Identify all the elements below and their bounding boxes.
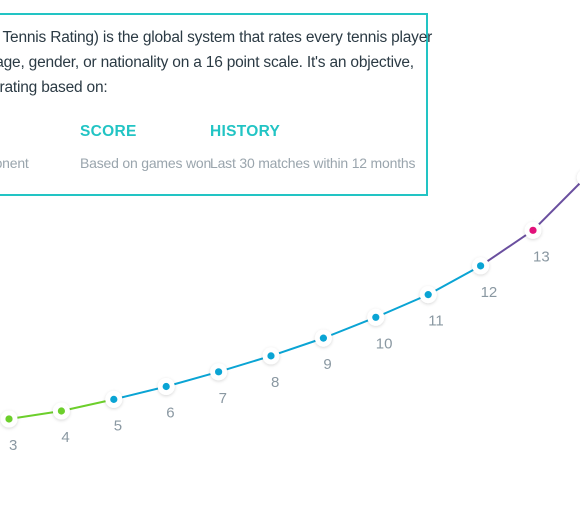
rating-point: [215, 368, 223, 376]
rating-point: [57, 407, 65, 415]
description-line: al Tennis Rating) is the global system t…: [0, 29, 433, 46]
rating-point-label: 10: [376, 335, 393, 352]
rating-point: [372, 313, 380, 321]
curve-segment: [480, 229, 534, 267]
criterion-title-history: HISTORY: [210, 123, 281, 140]
rating-info-box: al Tennis Rating) is the global system t…: [0, 13, 433, 196]
curve-segment: [113, 385, 167, 401]
rating-point-label: 9: [323, 356, 331, 373]
curve-segment: [270, 337, 324, 357]
criterion-title-score: SCORE: [80, 123, 137, 140]
curve-segment: [323, 316, 377, 340]
rating-point-label: 12: [481, 284, 498, 301]
curve-segment: [532, 181, 580, 232]
rating-curve: [8, 181, 580, 420]
rating-point-label: 8: [271, 374, 279, 391]
rating-point: [5, 415, 13, 423]
rating-point: [267, 352, 275, 360]
rating-point-label: 6: [166, 405, 174, 422]
criterion-desc-opponent: ponent: [0, 155, 29, 171]
curve-segment: [61, 398, 115, 412]
rating-point-halo: [576, 171, 580, 185]
description-line: f age, gender, or nationality on a 16 po…: [0, 54, 414, 71]
curve-segment: [8, 410, 62, 420]
rating-point: [319, 334, 327, 342]
rating-point: [477, 262, 485, 270]
rating-point: [110, 395, 118, 403]
rating-point-label: 11: [428, 313, 444, 330]
curve-segment: [218, 354, 272, 373]
curve-segment: [427, 264, 482, 296]
rating-point: [162, 382, 170, 391]
curve-segment: [375, 293, 429, 319]
rating-point-label: 7: [219, 390, 227, 407]
description-line: n rating based on:: [0, 79, 108, 96]
rating-point: [529, 226, 537, 234]
rating-point-label: 4: [61, 429, 69, 446]
criterion-desc-history: Last 30 matches within 12 months: [210, 155, 416, 171]
rating-point-label: 3: [9, 437, 17, 454]
criterion-desc-score: Based on games won: [80, 155, 212, 171]
rating-point-label: 13: [533, 248, 550, 265]
rating-description: al Tennis Rating) is the global system t…: [0, 25, 433, 100]
rating-point: [424, 291, 432, 299]
rating-point-label: 5: [114, 417, 122, 434]
rating-points: 34567891011121314: [0, 171, 580, 454]
curve-segment: [165, 370, 219, 388]
